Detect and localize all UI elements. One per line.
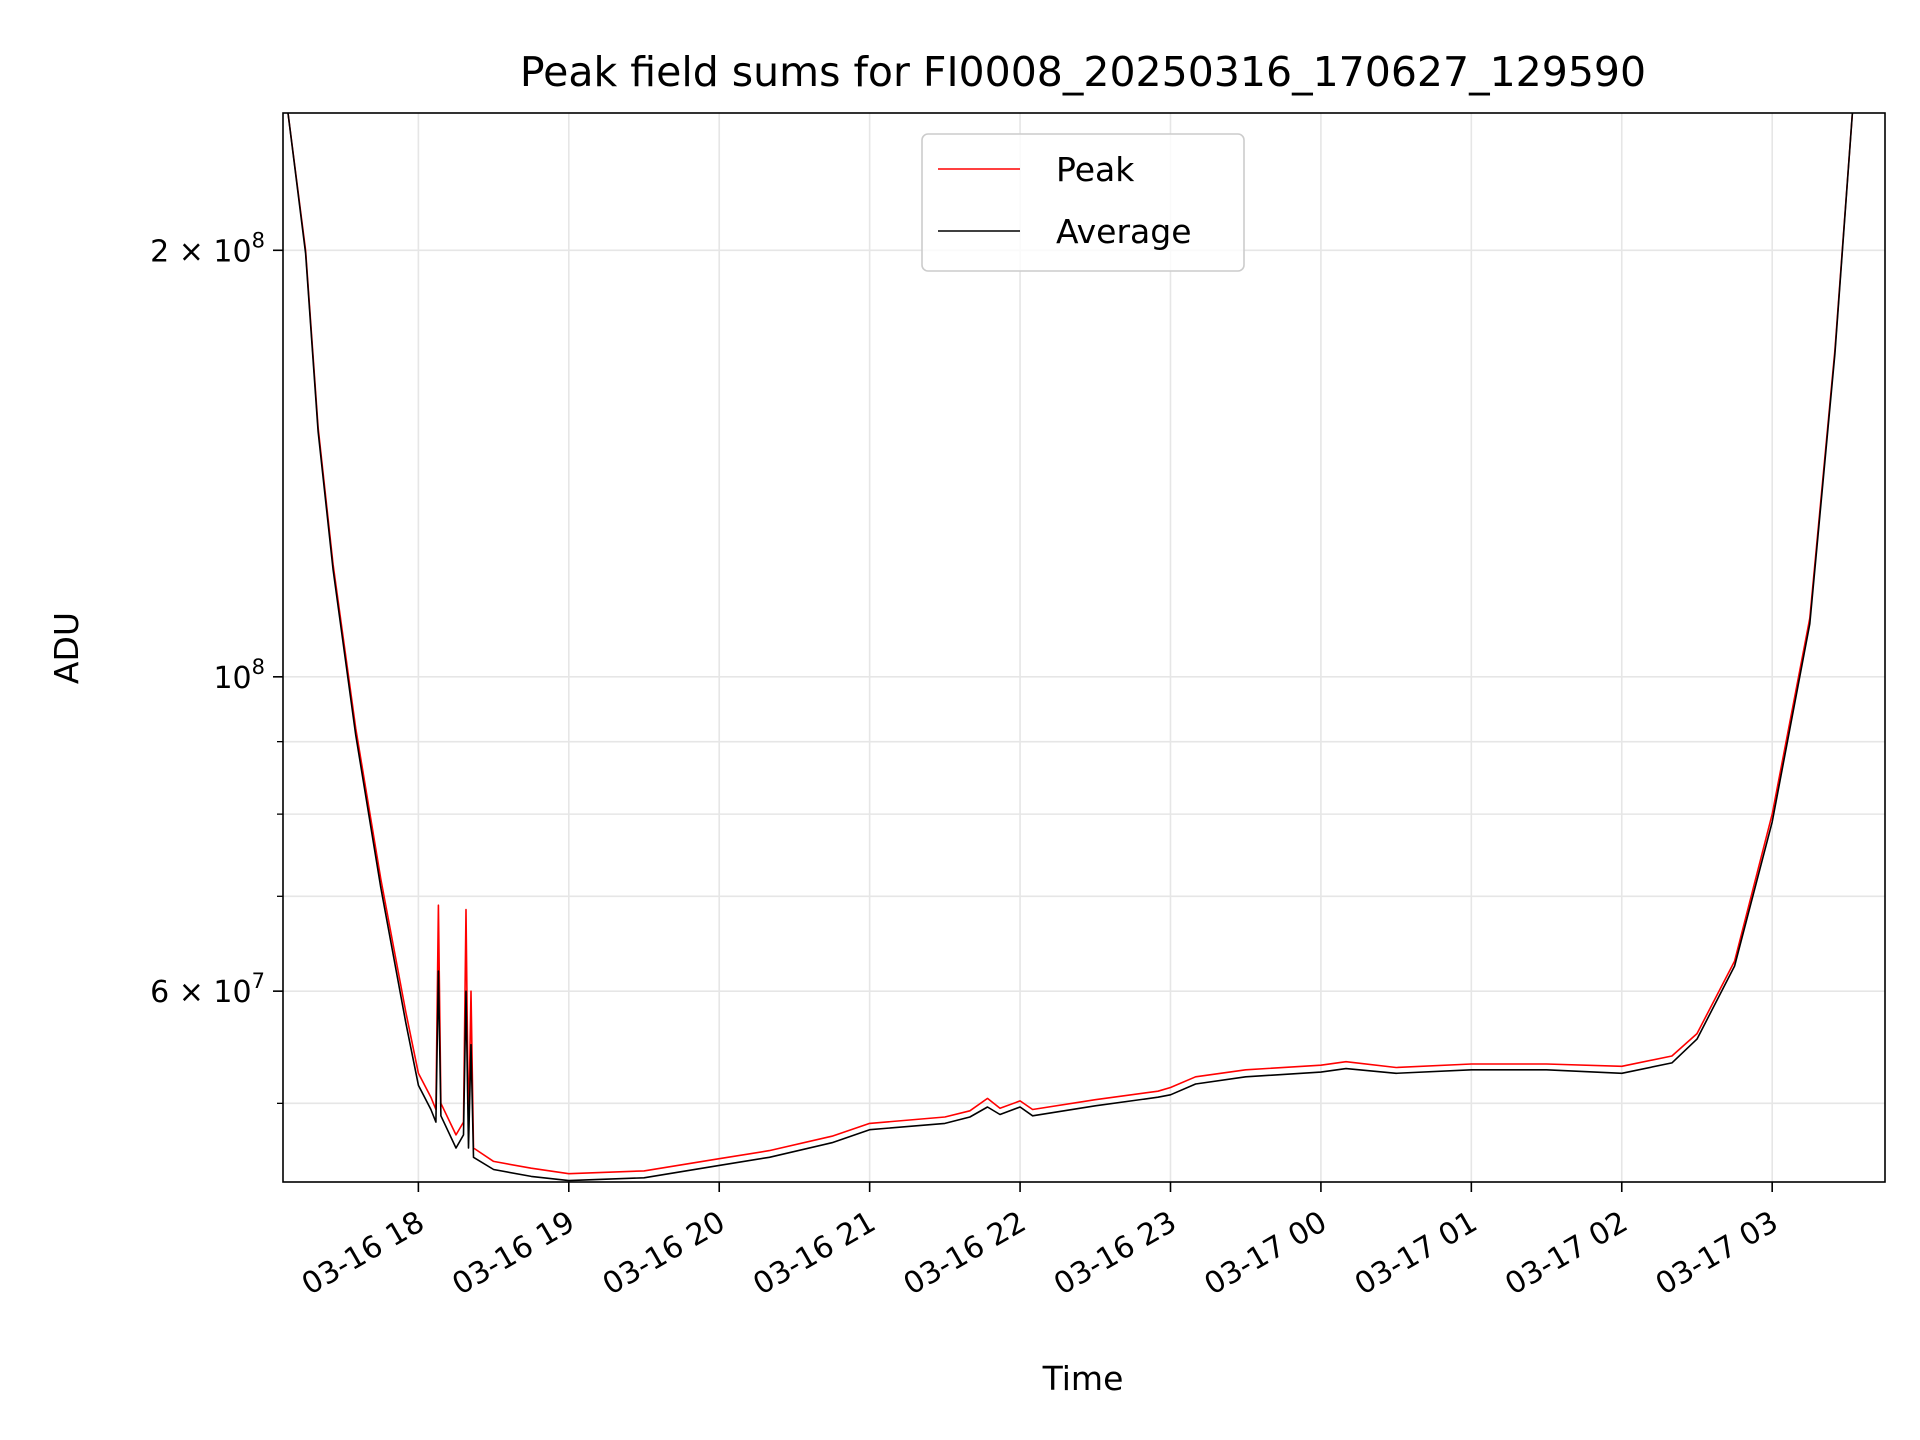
legend-label-peak: Peak [1056,150,1135,189]
average-series-line [287,113,1854,1182]
x-axis-label: Time [1042,1359,1124,1398]
legend: Peak Average [921,133,1245,272]
y-axis-label: ADU [47,612,86,684]
y-tick-label: 2 × 108 [150,228,265,269]
plot-frame [282,112,1886,1183]
peak-series-line [287,113,1854,1175]
y-tick-label: 6 × 107 [150,969,265,1010]
chart-title: Peak field sums for FI0008_20250316_1706… [520,48,1646,96]
legend-label-average: Average [1056,212,1192,251]
